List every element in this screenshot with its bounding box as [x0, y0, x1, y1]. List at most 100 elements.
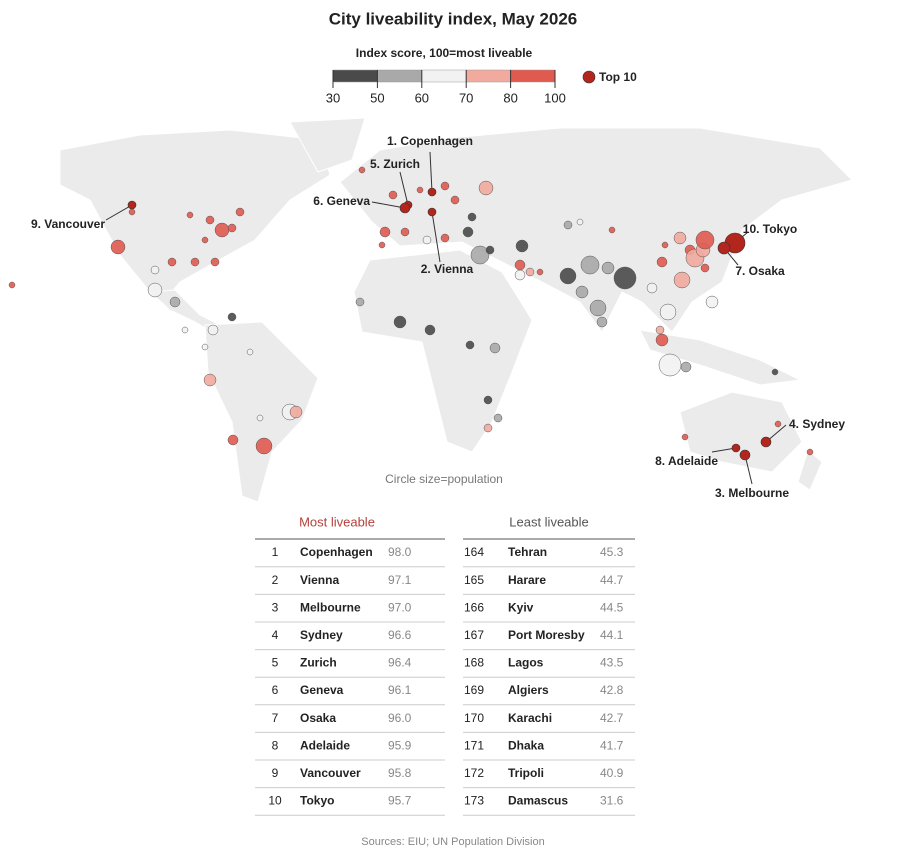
city-name: Lagos: [508, 656, 544, 670]
city-circle: [207, 324, 219, 336]
legend-tick-label: 60: [415, 90, 429, 105]
city-circle: [608, 226, 616, 234]
city-circle: [355, 297, 365, 307]
city-name: Karachi: [508, 711, 552, 725]
score: 42.8: [600, 683, 624, 697]
city-circle: [450, 195, 460, 205]
annotation: 1. Copenhagen: [387, 134, 473, 148]
city-circle: [214, 222, 230, 238]
city-circle: [806, 448, 814, 456]
city-circle: [255, 437, 273, 455]
rank: 9: [272, 766, 279, 780]
city-circle: [659, 303, 677, 321]
rank: 10: [268, 794, 282, 808]
city-name: Port Moresby: [508, 628, 585, 642]
score: 96.4: [388, 656, 412, 670]
score: 44.7: [600, 573, 624, 587]
city-name: Dhaka: [508, 738, 544, 752]
legend-top10-dot: [582, 70, 596, 84]
rank: 8: [272, 738, 279, 752]
score: 95.8: [388, 766, 412, 780]
legend-swatch: [510, 69, 556, 83]
city-circle: [655, 325, 665, 335]
rank: 1: [272, 545, 279, 559]
city-name: Zurich: [300, 656, 337, 670]
city-circle: [514, 269, 526, 281]
top10-circle: [427, 207, 437, 217]
annotation-leader: [431, 211, 441, 263]
city-name: Geneva: [300, 683, 344, 697]
city-circle: [462, 226, 474, 238]
city-circle: [483, 423, 493, 433]
city-circle: [525, 267, 535, 277]
city-circle: [700, 263, 710, 273]
top10-circle: [127, 200, 137, 210]
city-circle: [575, 285, 589, 299]
city-circle: [227, 434, 239, 446]
legend-top10-label: Top 10: [599, 70, 637, 84]
city-circle: [169, 296, 181, 308]
city-name: Melbourne: [300, 600, 361, 614]
city-circle: [467, 212, 477, 222]
top10-circle: [739, 449, 751, 461]
city-circle: [646, 282, 658, 294]
city-circle: [422, 235, 432, 245]
legend-swatch: [465, 69, 511, 83]
city-circle: [470, 245, 490, 265]
city-circle: [147, 282, 163, 298]
city-circle: [181, 326, 189, 334]
annotation: 5. Zurich: [370, 157, 420, 171]
city-name: Adelaide: [300, 738, 350, 752]
city-circle: [210, 257, 220, 267]
city-name: Damascus: [508, 794, 568, 808]
city-name: Kyiv: [508, 600, 534, 614]
score: 44.5: [600, 600, 624, 614]
annotation-leader: [429, 151, 433, 193]
city-circle: [388, 190, 398, 200]
city-name: Copenhagen: [300, 545, 373, 559]
city-circle: [205, 215, 215, 225]
city-name: Tokyo: [300, 794, 334, 808]
city-circle: [536, 268, 544, 276]
city-circle: [695, 230, 715, 250]
city-circle: [8, 281, 16, 289]
annotation-leader: [105, 204, 133, 221]
city-circle: [167, 257, 177, 267]
annotation-leader: [399, 171, 409, 206]
legend-tick-label: 80: [503, 90, 517, 105]
city-circle: [489, 342, 501, 354]
city-circle: [186, 211, 194, 219]
city-circle: [774, 420, 782, 428]
annotation: 10. Tokyo: [743, 222, 797, 236]
city-circle: [235, 207, 245, 217]
city-circle: [681, 433, 689, 441]
legend-swatch: [332, 69, 378, 83]
rank: 170: [464, 711, 484, 725]
top10-circle: [717, 241, 731, 255]
annotation: 4. Sydney: [789, 417, 845, 431]
city-name: Algiers: [508, 683, 549, 697]
city-circle: [416, 186, 424, 194]
annotation: 7. Osaka: [735, 264, 785, 278]
city-circle: [424, 324, 436, 336]
rank: 4: [272, 628, 279, 642]
legend-swatch: [377, 69, 423, 83]
rank: 173: [464, 794, 484, 808]
top10-circle: [760, 436, 772, 448]
score: 97.0: [388, 600, 412, 614]
city-circle: [655, 333, 669, 347]
city-circle: [661, 241, 669, 249]
rank: 171: [464, 738, 484, 752]
city-name: Vienna: [300, 573, 339, 587]
city-name: Tripoli: [508, 766, 544, 780]
city-circle: [379, 226, 391, 238]
city-circle: [246, 348, 254, 356]
top10-circle: [731, 443, 741, 453]
city-circle: [589, 299, 607, 317]
city-circle: [256, 414, 264, 422]
city-circle: [601, 261, 615, 275]
city-circle: [201, 343, 209, 351]
score: 97.1: [388, 573, 412, 587]
score: 41.7: [600, 738, 624, 752]
rank: 169: [464, 683, 484, 697]
